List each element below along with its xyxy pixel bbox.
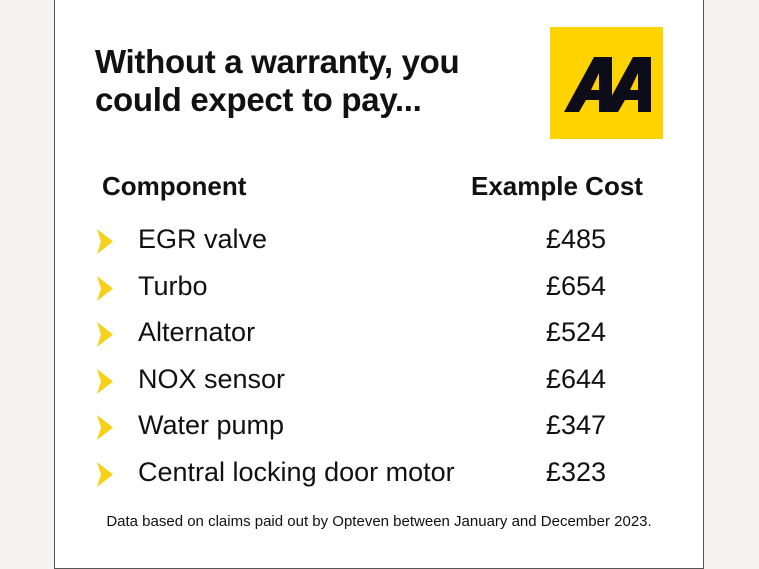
table-row: Water pump £347 xyxy=(55,407,703,447)
component-name: Water pump xyxy=(138,410,285,440)
infographic-card: Without a warranty, you could expect to … xyxy=(54,0,704,569)
chevron-bullet-icon xyxy=(97,276,113,301)
component-cost: £654 xyxy=(545,271,606,301)
headline: Without a warranty, you could expect to … xyxy=(95,43,460,119)
component-cost: £323 xyxy=(545,457,606,487)
chevron-bullet-icon xyxy=(97,462,113,487)
component-name: Central locking door motor xyxy=(138,457,455,487)
table-row: Alternator £524 xyxy=(55,314,703,354)
component-name: Alternator xyxy=(138,317,256,347)
table-row: Turbo £654 xyxy=(55,268,703,308)
footnote: Data based on claims paid out by Opteven… xyxy=(106,513,652,530)
component-name: EGR valve xyxy=(138,224,268,254)
component-name: NOX sensor xyxy=(138,364,286,394)
chevron-bullet-icon xyxy=(97,229,113,254)
table-row: EGR valve £485 xyxy=(55,221,703,261)
table-row: Central locking door motor £323 xyxy=(55,454,703,494)
component-cost: £644 xyxy=(545,364,606,394)
chevron-bullet-icon xyxy=(97,415,113,440)
table-row: NOX sensor £644 xyxy=(55,361,703,401)
chevron-bullet-icon xyxy=(97,322,113,347)
component-cost: £485 xyxy=(545,224,606,254)
column-header-component: Component xyxy=(102,171,247,201)
aa-logo xyxy=(550,27,663,139)
headline-line-1: Without a warranty, you xyxy=(95,43,460,80)
aa-logo-mark xyxy=(564,57,651,112)
component-cost: £524 xyxy=(545,317,606,347)
chevron-bullet-icon xyxy=(97,369,113,394)
component-name: Turbo xyxy=(138,271,208,301)
column-header-cost: Example Cost xyxy=(471,171,643,201)
component-cost: £347 xyxy=(545,410,606,440)
headline-line-2: could expect to pay... xyxy=(95,81,422,118)
